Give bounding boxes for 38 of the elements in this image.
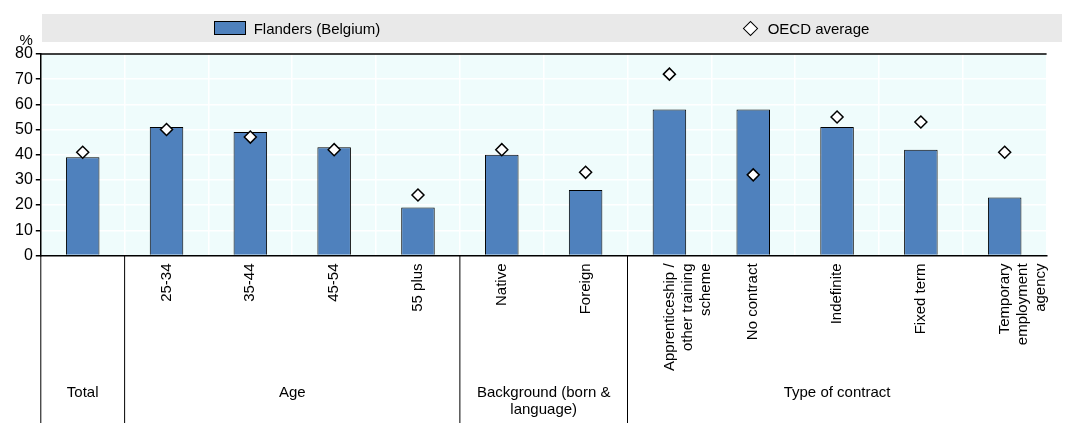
legend-label: Flanders (Belgium) — [253, 19, 381, 37]
y-tick-label: 40 — [15, 145, 33, 163]
y-tick-label: 50 — [15, 119, 33, 137]
y-tick-label: 0 — [23, 245, 33, 263]
y-tick-label: 60 — [15, 94, 33, 112]
y-tick-label: 70 — [15, 69, 33, 87]
point — [578, 165, 593, 180]
x-tick-label: 55 plus — [408, 263, 426, 312]
x-tick-label: 25-34 — [156, 263, 174, 302]
x-tick-label: 35-44 — [240, 263, 258, 302]
text: Total — [66, 382, 99, 400]
y-tick-label: 20 — [15, 195, 33, 213]
y-tick-label: 80 — [15, 44, 33, 62]
text: Background (born & language) — [476, 382, 611, 417]
x-tick-label: No contract — [743, 262, 761, 341]
legend-label: OECD average — [767, 19, 870, 37]
x-tick-label: 45-54 — [324, 263, 342, 302]
text: Age — [278, 382, 306, 400]
x-tick-label: Fixed term — [911, 263, 929, 335]
point — [243, 130, 258, 144]
point — [662, 67, 677, 81]
y-tick-label: 30 — [15, 170, 33, 188]
x-tick-label: Temporary employment agency — [994, 262, 1048, 346]
point — [746, 168, 760, 182]
point — [159, 122, 174, 137]
x-tick-label: Apprenticeship / other training scheme — [659, 262, 713, 372]
point — [914, 115, 928, 129]
x-tick-label: Native — [491, 263, 509, 306]
text: Type of contract — [783, 382, 892, 400]
point — [495, 142, 509, 157]
x-tick-label: Foreign — [575, 263, 593, 315]
x-tick-label: Indefinite — [827, 263, 845, 325]
point — [997, 145, 1012, 159]
point — [830, 110, 844, 124]
point — [327, 142, 341, 157]
y-tick-label: 10 — [15, 220, 33, 238]
point — [75, 145, 90, 159]
point — [411, 188, 425, 202]
